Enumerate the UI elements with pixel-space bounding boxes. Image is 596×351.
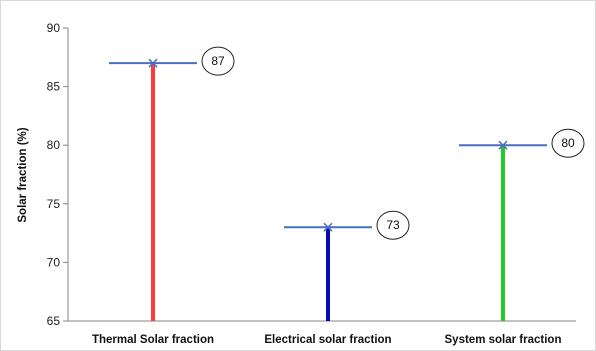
category-label: Electrical solar fraction — [264, 334, 391, 346]
data-label: 87 — [211, 54, 225, 68]
y-tick-label: 70 — [47, 255, 61, 269]
data-label-bubble — [376, 210, 410, 240]
x-marker — [323, 222, 333, 232]
y-tick-label: 85 — [47, 80, 61, 94]
x-marker — [498, 140, 508, 150]
x-marker — [148, 58, 158, 68]
y-axis-title: Solar fraction (%) — [17, 127, 29, 222]
y-tick-label: 90 — [47, 21, 61, 35]
category-label: System solar fraction — [445, 334, 562, 346]
data-label-bubble — [201, 46, 235, 76]
y-tick-label: 65 — [47, 314, 61, 328]
y-tick-label: 80 — [47, 138, 61, 152]
data-label-bubble — [551, 128, 585, 158]
y-tick-label: 75 — [47, 197, 61, 211]
category-label: Thermal Solar fraction — [92, 334, 214, 346]
data-label: 73 — [386, 218, 400, 232]
data-label: 80 — [561, 136, 575, 150]
